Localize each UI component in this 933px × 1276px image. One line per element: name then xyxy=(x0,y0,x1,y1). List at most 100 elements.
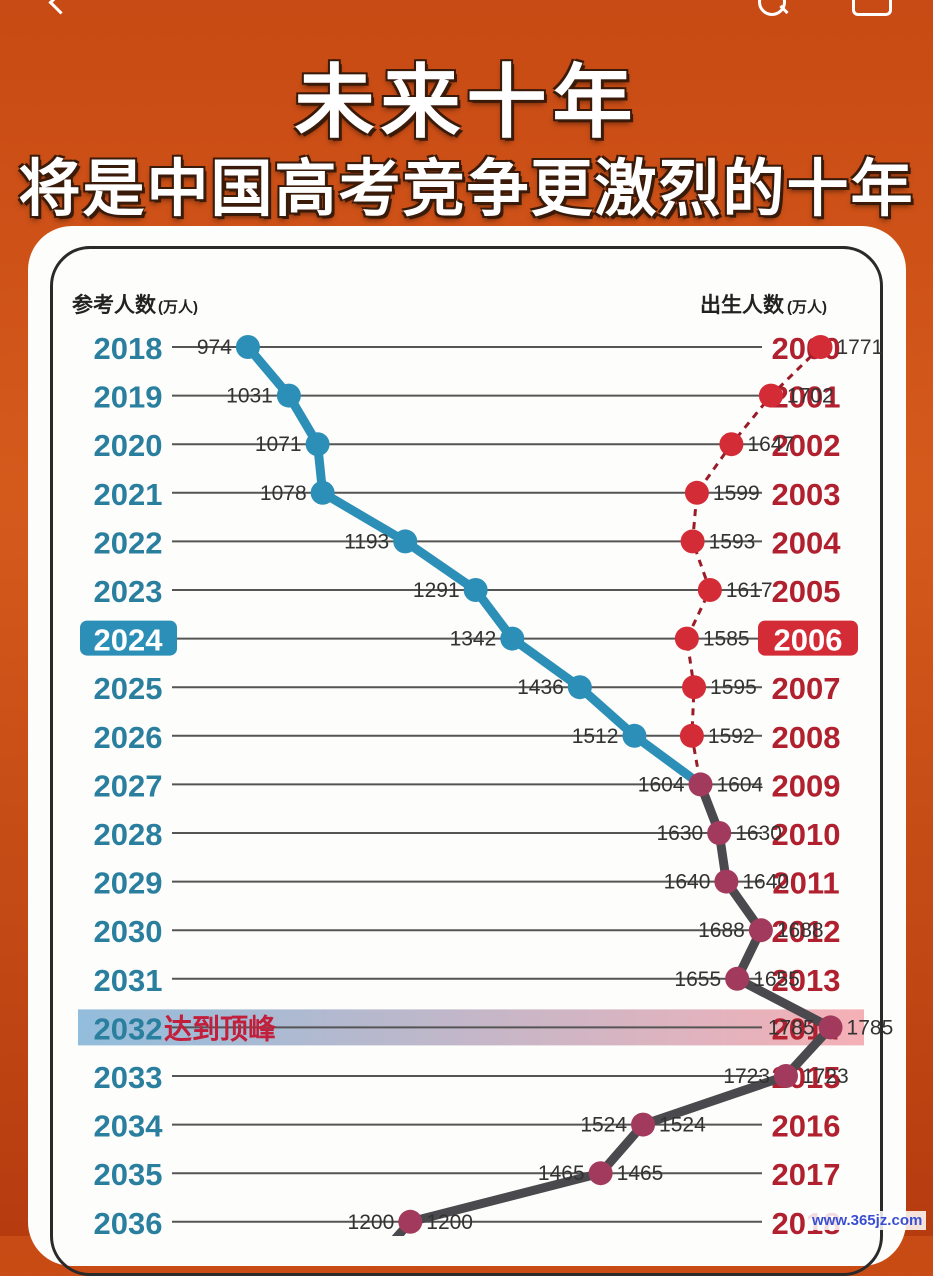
merged-point xyxy=(688,772,713,797)
exam-value-label: 1465 xyxy=(538,1162,585,1185)
exam-value-label: 1200 xyxy=(348,1211,395,1234)
exam-series-line xyxy=(244,344,704,789)
left-axis-unit: (万人) xyxy=(158,299,198,316)
exam-value-label: 1688 xyxy=(698,919,745,942)
exam-year-label: 2029 xyxy=(94,866,163,901)
exam-point xyxy=(500,626,525,651)
birth-value-label: 1524 xyxy=(659,1114,706,1137)
birth-point xyxy=(697,578,722,602)
exam-value-label: 1342 xyxy=(450,628,497,651)
exam-value-label: 1604 xyxy=(638,773,685,796)
birth-value-label: 1200 xyxy=(426,1211,473,1234)
exam-year-label: 2023 xyxy=(94,574,163,609)
peak-label: 达到顶峰 xyxy=(164,1013,276,1044)
birth-year-label: 2009 xyxy=(772,768,841,803)
exam-value-label: 1436 xyxy=(517,676,564,699)
birth-value-label: 1599 xyxy=(713,482,760,505)
birth-value-label: 1647 xyxy=(747,433,794,456)
exam-year-label: 2035 xyxy=(94,1157,163,1192)
birth-point xyxy=(682,675,707,700)
birth-year-label: 2005 xyxy=(772,574,841,609)
birth-value-label: 1585 xyxy=(703,628,750,651)
birth-year-label: 2007 xyxy=(772,671,841,706)
birth-value-label: 1592 xyxy=(708,725,755,748)
birth-year-label: 2003 xyxy=(772,477,841,512)
exam-year-label: 2026 xyxy=(94,720,163,755)
birth-value-label: 1702 xyxy=(787,385,834,408)
birth-value-label: 1771 xyxy=(836,336,883,359)
birth-point xyxy=(808,335,833,359)
exam-year-label: 2031 xyxy=(94,963,163,998)
birth-value-label: 1604 xyxy=(717,773,764,796)
exam-point xyxy=(276,383,301,408)
merged-point xyxy=(588,1161,613,1186)
birth-year-label: 2002 xyxy=(772,428,841,463)
top-bar xyxy=(0,0,933,24)
page-title: 未来十年 xyxy=(294,58,639,147)
exam-year-label: 2019 xyxy=(94,380,163,415)
birth-year-label: 2006 xyxy=(774,623,843,658)
exam-value-label: 1512 xyxy=(572,725,619,748)
exam-point xyxy=(567,675,592,700)
exam-value-label: 1655 xyxy=(674,968,721,991)
watermark: www.365jz.com xyxy=(808,1211,927,1230)
exam-year-label: 2032 xyxy=(94,1011,163,1046)
birth-value-label: 1593 xyxy=(709,530,756,553)
merged-point xyxy=(714,869,739,894)
exam-year-label: 2027 xyxy=(94,768,163,803)
exam-year-label: 2022 xyxy=(94,525,163,560)
search-icon[interactable] xyxy=(758,0,786,16)
merged-point xyxy=(774,1064,799,1088)
birth-point xyxy=(674,626,699,651)
more-icon[interactable] xyxy=(852,0,892,16)
exam-value-label: 1785 xyxy=(768,1016,815,1039)
right-axis-unit: (万人) xyxy=(787,299,827,316)
highlight-year-badge xyxy=(80,620,177,656)
page-subtitle: 将是中国高考竞争更激烈的十年 xyxy=(18,155,915,224)
birth-value-label: 1617 xyxy=(726,579,773,602)
exam-point xyxy=(235,335,260,359)
birth-value-label: 1723 xyxy=(802,1065,849,1088)
left-axis-label: 参考人数 xyxy=(72,293,157,317)
birth-year-label: 2012 xyxy=(772,914,841,949)
merged-point xyxy=(818,1015,843,1040)
exam-year-label: 2036 xyxy=(94,1206,163,1236)
merged-point xyxy=(707,821,732,845)
exam-year-label: 2034 xyxy=(94,1109,164,1144)
birth-value-label: 1785 xyxy=(847,1016,894,1039)
exam-value-label: 1630 xyxy=(656,822,703,845)
birth-value-label: 1465 xyxy=(617,1162,664,1185)
exam-year-label: 2018 xyxy=(94,331,163,366)
birth-year-label: 2004 xyxy=(772,525,842,560)
birth-value-label: 1655 xyxy=(753,968,800,991)
right-axis-label: 出生人数 xyxy=(700,293,785,317)
exam-year-label: 2030 xyxy=(94,914,163,949)
birth-point xyxy=(758,383,783,408)
exam-value-label: 1524 xyxy=(580,1114,627,1137)
birth-value-label: 1688 xyxy=(777,919,824,942)
highlight-year-badge xyxy=(758,620,858,656)
birth-point xyxy=(679,723,704,748)
birth-value-label: 1595 xyxy=(710,676,757,699)
exam-value-label: 1291 xyxy=(413,579,460,602)
birth-point xyxy=(680,529,705,554)
exam-value-label: 1071 xyxy=(255,433,302,456)
birth-year-label: 2013 xyxy=(772,963,841,998)
merged-point xyxy=(725,966,750,991)
exam-year-label: 2024 xyxy=(94,623,164,658)
birth-year-label: 2010 xyxy=(772,817,841,852)
birth-year-label: 2008 xyxy=(772,720,841,755)
birth-year-label: 2016 xyxy=(772,1109,841,1144)
exam-point xyxy=(310,480,335,505)
birth-point xyxy=(684,480,709,505)
exam-value-label: 974 xyxy=(197,336,232,359)
exam-value-label: 1723 xyxy=(723,1065,770,1088)
exam-point xyxy=(305,432,330,457)
exam-year-label: 2020 xyxy=(94,428,163,463)
exam-year-label: 2025 xyxy=(94,671,163,706)
merged-point xyxy=(748,918,773,943)
exam-year-label: 2021 xyxy=(94,477,163,512)
exam-year-label: 2028 xyxy=(94,817,163,852)
exam-value-label: 1078 xyxy=(260,482,307,505)
